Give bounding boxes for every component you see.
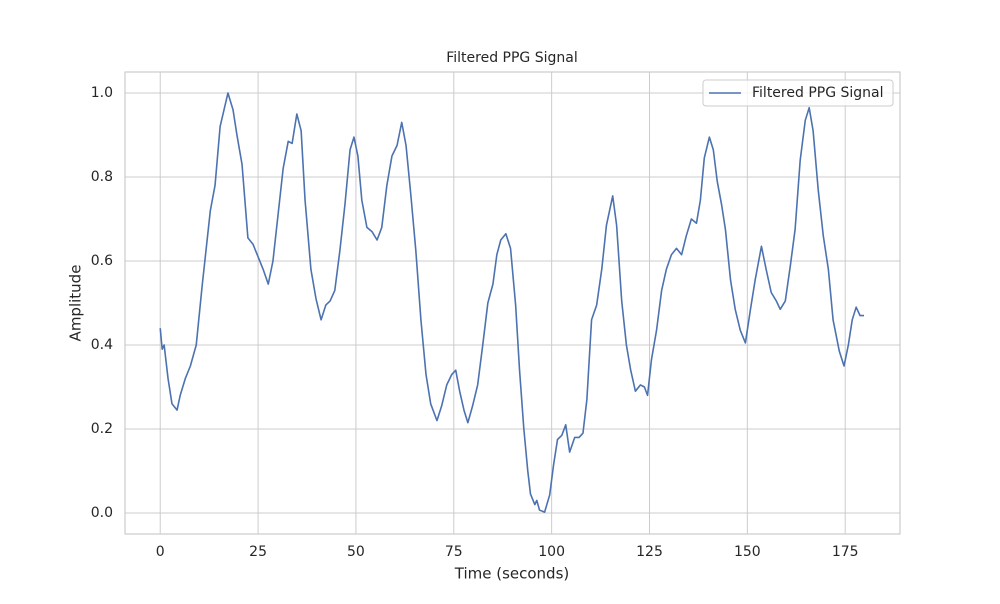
line-series xyxy=(159,92,864,513)
legend-label: Filtered PPG Signal xyxy=(752,85,884,101)
x-tick-label: 125 xyxy=(636,544,663,560)
y-tick-label: 0.8 xyxy=(91,169,113,185)
x-tick-label: 50 xyxy=(347,544,365,560)
y-tick-label: 0.0 xyxy=(91,505,113,521)
chart-title: Filtered PPG Signal xyxy=(446,50,578,66)
x-tick-label: 0 xyxy=(156,544,165,560)
y-tick-label: 0.2 xyxy=(91,421,113,437)
x-tick-label: 150 xyxy=(734,544,761,560)
plot-frame xyxy=(124,71,901,535)
y-tick-label: 0.6 xyxy=(91,253,113,269)
x-tick-label: 100 xyxy=(538,544,565,560)
x-tick-label: 25 xyxy=(249,544,267,560)
x-tick-label: 175 xyxy=(832,544,859,560)
y-tick-label: 0.4 xyxy=(91,337,113,353)
y-tick-label: 1.0 xyxy=(91,85,113,101)
legend-box xyxy=(702,79,894,107)
y-axis-label: Amplitude xyxy=(67,265,85,342)
x-axis-label: Time (seconds) xyxy=(454,565,570,583)
x-tick-label: 75 xyxy=(445,544,463,560)
